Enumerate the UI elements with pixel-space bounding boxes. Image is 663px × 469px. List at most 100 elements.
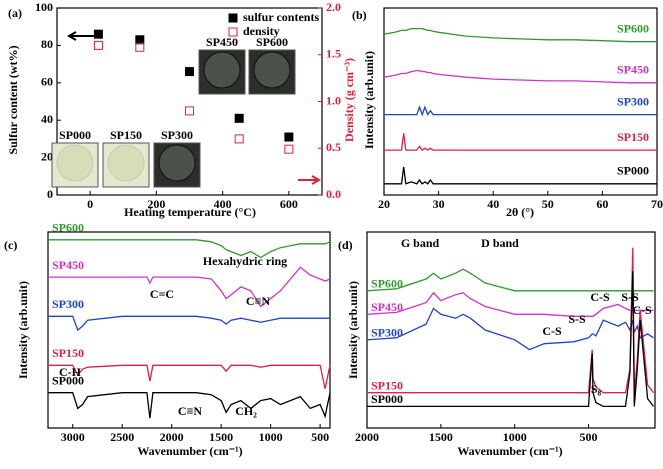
data-point	[234, 113, 244, 123]
inset-label: SP450	[206, 35, 238, 49]
annotation: C-S	[542, 324, 562, 338]
x-tick-label: 2000	[355, 430, 379, 444]
inset-disc	[203, 51, 241, 89]
y-tick-label: 40	[41, 112, 53, 126]
series-label: SP450	[52, 258, 84, 272]
data-point	[135, 35, 145, 45]
annotation: C-S	[632, 303, 652, 317]
annotation: C≡N	[246, 294, 271, 308]
plot-frame	[366, 231, 656, 429]
y-axis-label: Intensity (arb.unit)	[346, 281, 360, 379]
data-point	[93, 40, 103, 50]
arrow-right	[298, 175, 322, 185]
x-tick-label: 40	[487, 197, 499, 211]
spectrum-line	[48, 315, 330, 332]
series-label: SP600	[52, 221, 84, 235]
series-label: SP000	[617, 164, 649, 178]
spectrum-line	[384, 133, 657, 151]
spectrum-line	[48, 266, 331, 308]
y2-tick-label: 2.0	[326, 0, 341, 14]
spectrum-line	[366, 268, 654, 292]
x-axis-label: Wavenumber (cm⁻¹)	[137, 444, 242, 458]
annotation: CH₂	[235, 404, 257, 418]
data-point	[284, 144, 294, 154]
spectrum-line	[367, 271, 655, 408]
series-label: SP000	[52, 373, 84, 387]
y-tick-label: 20	[41, 149, 53, 163]
data-point	[93, 29, 103, 39]
x-tick-label: 60	[596, 197, 608, 211]
x-tick-label: 50	[542, 197, 554, 211]
x-tick-label: 500	[580, 430, 598, 444]
annotation: S-S	[568, 312, 586, 326]
inset-label: SP150	[110, 128, 142, 142]
y2-axis-label: Density (g cm⁻³)	[342, 58, 356, 142]
y-axis-label: Intensity (arb.unit)	[362, 51, 376, 149]
legend-label: sulfur contents	[243, 10, 319, 24]
data-point	[284, 132, 294, 142]
x-tick-label: 2500	[110, 430, 134, 444]
annotation: C≡N	[178, 404, 203, 418]
inset-label: SP000	[59, 128, 91, 142]
y-axis-label: Intensity (arb.unit)	[16, 281, 30, 379]
annotation: C-H	[59, 365, 82, 379]
x-tick-label: 500	[311, 430, 329, 444]
x-tick-label: 70	[651, 197, 663, 211]
series-label: SP150	[617, 130, 649, 144]
x-tick-label: 1000	[259, 430, 283, 444]
data-point	[185, 67, 194, 77]
y-axis-label: Sulfur content (wt%)	[6, 45, 20, 154]
x-axis-label: 2θ (°)	[506, 205, 534, 219]
panel-label: (b)	[352, 8, 367, 22]
panel-label: (c)	[4, 238, 17, 252]
spectrum-line	[48, 364, 331, 389]
spectrum-line	[366, 291, 654, 317]
spectrum-line	[367, 247, 655, 394]
y2-tick-label: 1.5	[326, 47, 341, 61]
annotation: S-S	[621, 290, 639, 304]
x-tick-label: 400	[214, 197, 232, 211]
arrow-left	[66, 31, 96, 41]
annotation: G band	[401, 236, 440, 250]
x-tick-label: 0	[87, 197, 93, 211]
series-label: SP300	[617, 94, 649, 108]
inset-disc	[253, 51, 291, 89]
inset-disc	[158, 144, 196, 182]
spectrum-line	[366, 307, 654, 351]
spectrum-line	[384, 166, 657, 185]
annotation: D band	[481, 236, 519, 250]
x-tick-label: 1000	[503, 430, 527, 444]
legend-marker	[228, 27, 238, 37]
x-tick-label: 1500	[429, 430, 453, 444]
x-tick-label: 2000	[160, 430, 184, 444]
series-label: SP150	[371, 378, 403, 392]
series-label: SP450	[617, 63, 649, 77]
y-tick-label: 100	[35, 0, 53, 14]
panel-label: (a)	[8, 6, 22, 20]
series-label: SP450	[371, 300, 403, 314]
series-label: SP600	[371, 277, 403, 291]
y2-tick-label: 1.0	[326, 93, 341, 107]
panel-label: (d)	[338, 238, 353, 252]
x-tick-label: 30	[433, 197, 445, 211]
series-label: SP600	[617, 21, 649, 35]
spectrum-line	[383, 27, 657, 43]
x-axis-label: Heating temperature (°C)	[124, 205, 256, 219]
spectrum-line	[384, 105, 657, 117]
data-point	[185, 106, 194, 116]
x-tick-label: 20	[378, 197, 390, 211]
data-point	[234, 134, 244, 144]
plot-frame	[47, 231, 331, 429]
legend-marker	[228, 13, 238, 23]
spectrum-line	[48, 239, 331, 259]
x-axis-label: Wavenumber (cm⁻¹)	[457, 444, 562, 458]
annotation: C=C	[150, 287, 174, 301]
x-tick-label: 600	[280, 197, 298, 211]
inset-disc	[107, 144, 145, 182]
series-label: SP150	[52, 346, 84, 360]
y-tick-label: 60	[41, 75, 53, 89]
inset-label: SP600	[256, 35, 288, 49]
x-tick-label: 200	[147, 197, 165, 211]
